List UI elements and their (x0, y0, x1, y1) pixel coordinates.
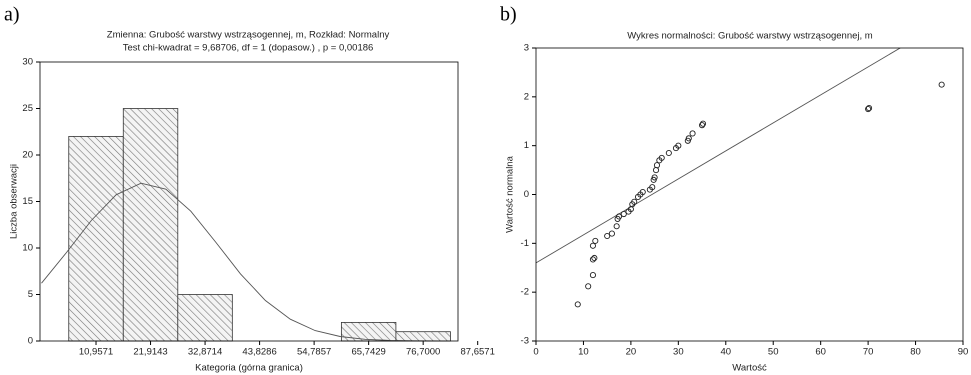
x-tick-label: 32,8714 (188, 347, 222, 358)
x-tick-label: 54,7857 (297, 347, 331, 358)
y-tick-label: 20 (22, 150, 33, 161)
y-tick-label: -1 (521, 238, 529, 249)
y-tick-label: 3 (524, 43, 529, 54)
x-tick-label: 10 (578, 347, 589, 358)
x-tick-label: 21,9143 (133, 347, 167, 358)
bar (68, 135, 124, 342)
x-tick-label: 65,7429 (351, 347, 385, 358)
x-tick-label: 30 (673, 347, 684, 358)
y-tick-label: 0 (28, 336, 33, 347)
x-tick-label: 10,9571 (79, 347, 113, 358)
x-tick-label: 80 (910, 347, 921, 358)
point (652, 167, 660, 174)
x-tick-label: 0 (533, 347, 538, 358)
point (675, 142, 682, 149)
point (615, 213, 623, 220)
point (604, 232, 611, 240)
x-tick-label: 87,6571 (461, 347, 495, 358)
bar (340, 321, 397, 342)
y-tick-label: 15 (22, 196, 33, 207)
y-tick-label: 1 (524, 140, 529, 151)
point (591, 254, 598, 262)
x-tick-label: 20 (626, 347, 637, 358)
fit-line (536, 48, 902, 264)
chart-title: Wykres normalności: Grubość warstwy wstr… (627, 31, 872, 42)
y-axis-label: Wartość normalna (505, 155, 516, 232)
point (589, 272, 596, 279)
point (665, 149, 672, 157)
point (699, 120, 707, 127)
plot-frame (535, 47, 964, 342)
x-tick-label: 50 (768, 347, 779, 358)
point (689, 130, 696, 137)
bar (122, 108, 179, 342)
y-tick-label: 0 (524, 189, 529, 200)
y-tick-label: -3 (521, 336, 529, 347)
point (620, 210, 627, 218)
x-tick-label: 40 (720, 347, 731, 358)
chart-subtitle: Test chi-kwadrat = 9,68706, df = 1 (dopa… (123, 43, 374, 54)
point (639, 189, 646, 196)
point (651, 174, 658, 181)
x-tick-label: 60 (815, 347, 826, 358)
point (613, 223, 620, 230)
point (631, 198, 638, 205)
y-tick-label: -2 (521, 287, 529, 298)
y-tick-label: 25 (22, 103, 33, 114)
x-tick-label: 90 (958, 347, 969, 358)
point (938, 81, 945, 88)
normal-curve (41, 182, 440, 341)
point (865, 105, 872, 113)
point (699, 122, 706, 129)
plot-frame (39, 61, 459, 342)
x-axis-label: Wartość (732, 363, 767, 374)
panel-label: b) (500, 4, 517, 26)
point (653, 162, 661, 169)
point (685, 135, 692, 142)
y-axis-label: Liczba obserwacji (9, 164, 20, 239)
point (649, 184, 656, 191)
bar (177, 294, 233, 342)
panel-label: a) (4, 4, 20, 26)
chart-title: Zmienna: Grubość warstwy wstrząsogennej,… (107, 30, 390, 41)
y-tick-label: 5 (28, 289, 33, 300)
point (658, 154, 665, 161)
point (608, 230, 615, 237)
point (589, 242, 596, 249)
y-tick-label: 2 (524, 91, 529, 102)
y-tick-label: 30 (22, 57, 33, 68)
point (585, 283, 592, 290)
y-tick-label: 10 (22, 243, 33, 254)
x-tick-label: 76,7000 (406, 347, 440, 358)
point (589, 256, 596, 263)
bar (395, 331, 451, 342)
point (574, 301, 581, 308)
x-tick-label: 70 (863, 347, 874, 358)
point (592, 237, 599, 244)
x-tick-label: 43,8286 (242, 347, 276, 358)
x-axis-label: Kategoria (górna granica) (195, 363, 303, 374)
point (866, 105, 873, 112)
